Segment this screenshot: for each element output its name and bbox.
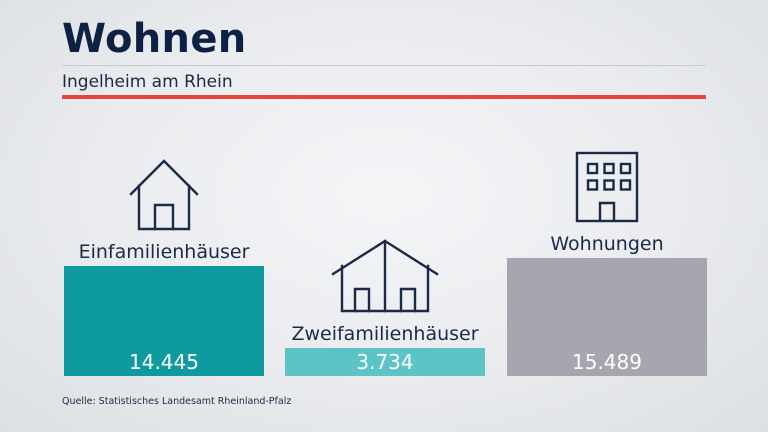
bar-1 xyxy=(64,266,264,376)
source-note: Quelle: Statistisches Landesamt Rheinlan… xyxy=(62,396,292,407)
page-title: Wohnen xyxy=(62,16,247,62)
house-icon xyxy=(129,159,199,231)
two-family-house-icon xyxy=(331,239,439,313)
category-label: Einfamilienhäuser xyxy=(79,241,250,263)
category-label: Wohnungen xyxy=(550,233,663,255)
bar-3 xyxy=(507,258,707,376)
apartment-building-icon xyxy=(575,151,639,223)
accent-divider xyxy=(62,95,706,99)
title-divider xyxy=(62,65,706,66)
bar-value-label: 14.445 xyxy=(129,350,199,374)
bar-value-label: 15.489 xyxy=(572,350,642,374)
bar-2 xyxy=(285,348,485,376)
page-subtitle: Ingelheim am Rhein xyxy=(62,72,233,92)
category-label: Zweifamilienhäuser xyxy=(291,323,478,345)
bar-value-label: 3.734 xyxy=(356,350,413,374)
